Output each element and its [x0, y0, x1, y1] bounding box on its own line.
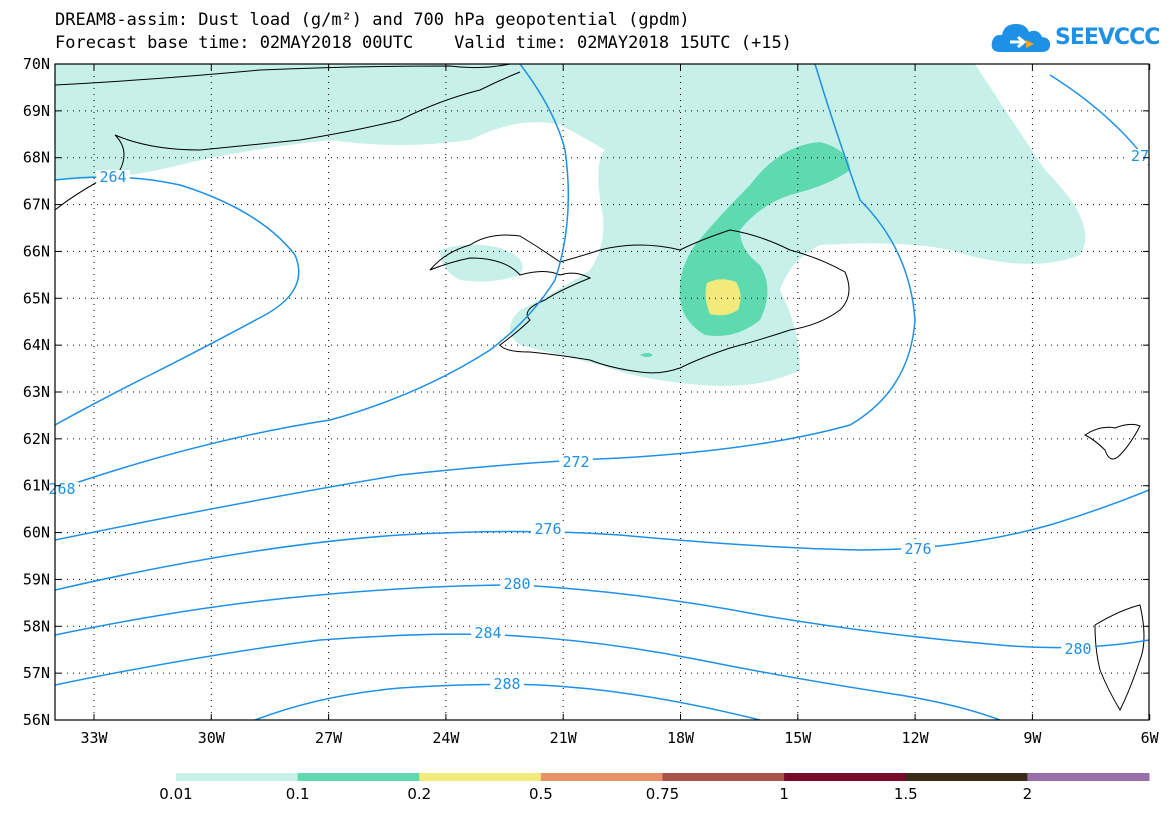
legend-swatch: [419, 773, 542, 781]
colorbar-legend: 0.01 0.1 0.2 0.5 0.75 1 1.5 2: [159, 773, 1150, 803]
contour-label: 280: [503, 575, 530, 593]
legend-swatch: [905, 773, 1028, 781]
latitude-label: 61N: [23, 477, 50, 495]
map-title: DREAM8-assim: Dust load (g/m²) and 700 h…: [55, 10, 690, 30]
legend-label: 2: [1023, 785, 1033, 803]
longitude-label: 33W: [80, 729, 108, 747]
latitude-label: 62N: [23, 430, 50, 448]
contour-label: 288: [493, 675, 520, 693]
legend-swatch: [297, 773, 420, 781]
latitude-label: 65N: [23, 289, 50, 307]
dust-region-0-2: [705, 279, 741, 316]
contour-label: 27: [1131, 147, 1149, 165]
contour-284: [55, 633, 1001, 720]
longitude-label: 18W: [667, 729, 695, 747]
contour-label: 268: [48, 480, 75, 498]
latitude-label: 57N: [23, 664, 50, 682]
cloud-icon: [991, 24, 1051, 52]
legend-swatch: [176, 773, 299, 781]
contour-276: [55, 489, 1149, 591]
latitude-label: 66N: [23, 242, 50, 260]
contour-label: 276: [534, 520, 561, 538]
latitude-label: 70N: [23, 55, 50, 73]
logo-text: SEEVCCC: [1055, 25, 1160, 50]
latitude-labels: 70N 69N 68N 67N 66N 65N 64N 63N 62N 61N 60N 59N 58N 5…: [23, 55, 50, 729]
latitude-label: 63N: [23, 383, 50, 401]
geopotential-contours: [55, 64, 1149, 720]
contour-268: [55, 64, 570, 491]
latitude-label: 60N: [23, 524, 50, 542]
legend-swatch: [784, 773, 907, 781]
coastline: [55, 64, 1145, 712]
latitude-label: 58N: [23, 617, 50, 635]
contour-labels: 264 268 272 276 276 280 280 284 288 27: [45, 147, 1153, 693]
latitude-label: 67N: [23, 196, 50, 214]
contour-272: [55, 64, 916, 541]
map-subtitle: Forecast base time: 02MAY2018 00UTC Vali…: [55, 33, 792, 53]
latitude-label: 69N: [23, 102, 50, 120]
lat-lon-grid: [55, 64, 1149, 720]
latitude-label: 64N: [23, 336, 50, 354]
legend-swatch: [1027, 773, 1150, 781]
contour-label: 280: [1064, 640, 1091, 658]
longitude-label: 12W: [902, 729, 930, 747]
longitude-label: 15W: [784, 729, 812, 747]
legend-swatch: [540, 773, 663, 781]
legend-label: 1.5: [894, 785, 918, 803]
longitude-label: 27W: [315, 729, 343, 747]
legend-label: 0.01: [159, 785, 192, 803]
longitude-label: 9W: [1023, 729, 1042, 747]
contour-280: [55, 584, 1149, 649]
contour-264: [55, 176, 300, 426]
legend-swatch: [662, 773, 785, 781]
longitude-label: 30W: [198, 729, 226, 747]
dust-region-0-01: [55, 64, 1086, 386]
legend-label: 1: [779, 785, 789, 803]
latitude-label: 56N: [23, 711, 50, 729]
contour-label: 284: [474, 624, 501, 642]
contour-288: [254, 683, 761, 720]
contour-label: 264: [99, 168, 126, 186]
legend-label: 0.5: [529, 785, 553, 803]
legend-label: 0.2: [407, 785, 431, 803]
longitude-label: 6W: [1141, 729, 1160, 747]
legend-label: 0.1: [286, 785, 310, 803]
longitude-labels: 33W 30W 27W 24W 21W 18W 15W 12W 9W 6W: [80, 729, 1159, 747]
latitude-label: 68N: [23, 149, 50, 167]
contour-label: 276: [904, 540, 931, 558]
legend-label: 0.75: [646, 785, 679, 803]
contour-label: 272: [562, 453, 589, 471]
longitude-label: 21W: [550, 729, 578, 747]
latitude-label: 59N: [23, 570, 50, 588]
longitude-label: 24W: [432, 729, 460, 747]
